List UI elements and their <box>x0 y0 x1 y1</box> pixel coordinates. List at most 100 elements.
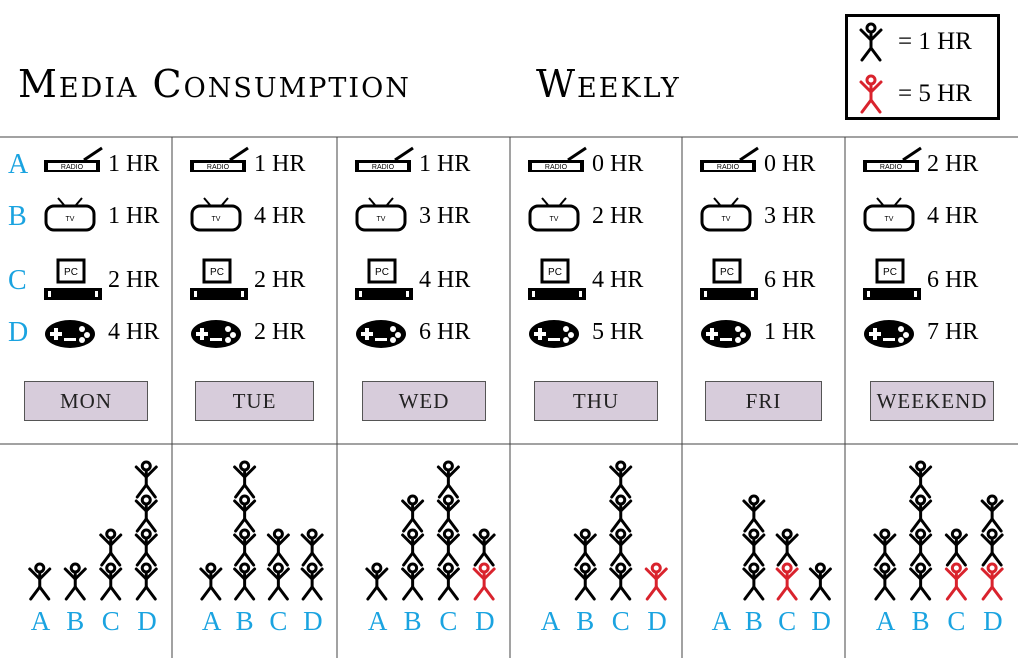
radio-icon: RADIO <box>355 146 414 172</box>
figure-mon-d <box>134 494 158 533</box>
legend-label: = 1 HR <box>898 28 972 55</box>
hours-label-wed-c: 4 HR <box>419 267 471 293</box>
radio-icon: RADIO <box>190 146 249 172</box>
gamepad-icon <box>864 320 914 348</box>
pc-icon: PC <box>44 258 102 300</box>
figure-wed-c <box>436 460 460 499</box>
svg-text:RADIO: RADIO <box>545 164 568 171</box>
hours-label-mon-a: 1 HR <box>108 151 160 177</box>
hours-label-weekend-d: 7 HR <box>927 319 979 345</box>
pc-icon: PC <box>528 258 586 300</box>
figure-weekend-b <box>909 460 933 499</box>
figure-thu-b <box>573 562 597 601</box>
figure-weekend-d <box>980 528 1004 567</box>
figure-thu-c <box>609 562 633 601</box>
x-label-fri-a: A <box>711 606 732 636</box>
day-button-mon[interactable]: MON <box>24 381 148 421</box>
x-label-mon-c: C <box>101 606 120 636</box>
figure-weekend-b <box>909 562 933 601</box>
figure-thu-c <box>609 494 633 533</box>
hours-label-fri-b: 3 HR <box>764 203 816 229</box>
hours-label-weekend-c: 6 HR <box>927 267 979 293</box>
hours-label-tue-c: 2 HR <box>254 267 306 293</box>
x-label-thu-b: B <box>576 606 595 636</box>
x-label-weekend-a: A <box>875 606 896 636</box>
tv-icon: TV <box>528 197 580 232</box>
hours-label-tue-a: 1 HR <box>254 151 306 177</box>
figure-wed-b <box>401 494 425 533</box>
hours-label-thu-b: 2 HR <box>592 203 644 229</box>
x-label-weekend-c: C <box>947 606 966 636</box>
figure-mon-d <box>134 562 158 601</box>
day-button-tue[interactable]: TUE <box>195 381 314 421</box>
hours-label-fri-d: 1 HR <box>764 319 816 345</box>
day-button-wed[interactable]: WED <box>362 381 486 421</box>
figure-weekend-b <box>909 528 933 567</box>
day-button-thu[interactable]: THU <box>534 381 658 421</box>
hours-label-tue-d: 2 HR <box>254 319 306 345</box>
x-label-mon-b: B <box>66 606 85 636</box>
svg-text:PC: PC <box>375 267 389 278</box>
hours-label-thu-c: 4 HR <box>592 267 644 293</box>
figure-wed-d <box>472 562 496 601</box>
figure-wed-c <box>436 528 460 567</box>
figure-tue-d <box>300 562 324 601</box>
figure-fri-c <box>775 528 799 567</box>
x-label-wed-b: B <box>403 606 422 636</box>
tv-icon: TV <box>700 197 752 232</box>
svg-text:PC: PC <box>64 267 78 278</box>
svg-text:RADIO: RADIO <box>207 164 230 171</box>
figure-weekend-a <box>873 528 897 567</box>
svg-text:TV: TV <box>66 216 75 223</box>
tv-icon: TV <box>863 197 915 232</box>
figure-mon-c <box>99 528 123 567</box>
tv-icon: TV <box>355 197 407 232</box>
radio-icon: RADIO <box>700 146 759 172</box>
hours-label-weekend-b: 4 HR <box>927 203 979 229</box>
figure-weekend-d <box>980 494 1004 533</box>
figure-wed-b <box>401 562 425 601</box>
stick-figure-red-icon <box>859 74 883 114</box>
figure-tue-c <box>266 562 290 601</box>
pc-icon: PC <box>700 258 758 300</box>
svg-text:RADIO: RADIO <box>880 164 903 171</box>
figure-fri-b <box>742 494 766 533</box>
hours-label-weekend-a: 2 HR <box>927 151 979 177</box>
hours-label-wed-a: 1 HR <box>419 151 471 177</box>
figure-mon-b <box>63 562 87 601</box>
svg-text:PC: PC <box>720 267 734 278</box>
x-label-tue-a: A <box>201 606 222 636</box>
gamepad-icon <box>356 320 406 348</box>
day-button-weekend[interactable]: WEEKEND <box>870 381 994 421</box>
hours-label-mon-b: 1 HR <box>108 203 160 229</box>
tv-icon: TV <box>44 197 96 232</box>
figure-tue-d <box>300 528 324 567</box>
hours-label-thu-d: 5 HR <box>592 319 644 345</box>
svg-text:TV: TV <box>722 216 731 223</box>
figure-tue-b <box>233 460 257 499</box>
gamepad-icon <box>529 320 579 348</box>
figure-thu-b <box>573 528 597 567</box>
figure-weekend-c <box>944 528 968 567</box>
page-title: Media Consumption <box>18 62 411 106</box>
hours-label-wed-d: 6 HR <box>419 319 471 345</box>
figure-wed-d <box>472 528 496 567</box>
row-letter-a: A <box>8 149 29 180</box>
pc-icon: PC <box>190 258 248 300</box>
figure-weekend-d <box>980 562 1004 601</box>
hours-label-fri-c: 6 HR <box>764 267 816 293</box>
x-label-wed-d: D <box>475 606 495 636</box>
svg-text:RADIO: RADIO <box>61 164 84 171</box>
radio-icon: RADIO <box>863 146 922 172</box>
figure-mon-c <box>99 562 123 601</box>
figure-weekend-b <box>909 494 933 533</box>
figure-tue-b <box>233 562 257 601</box>
row-letter-b: B <box>8 201 27 232</box>
x-label-fri-c: C <box>778 606 797 636</box>
x-label-tue-d: D <box>303 606 323 636</box>
figure-weekend-c <box>944 562 968 601</box>
row-letter-c: C <box>8 265 27 296</box>
svg-text:TV: TV <box>550 216 559 223</box>
x-label-mon-a: A <box>30 606 51 636</box>
day-button-fri[interactable]: FRI <box>705 381 822 421</box>
